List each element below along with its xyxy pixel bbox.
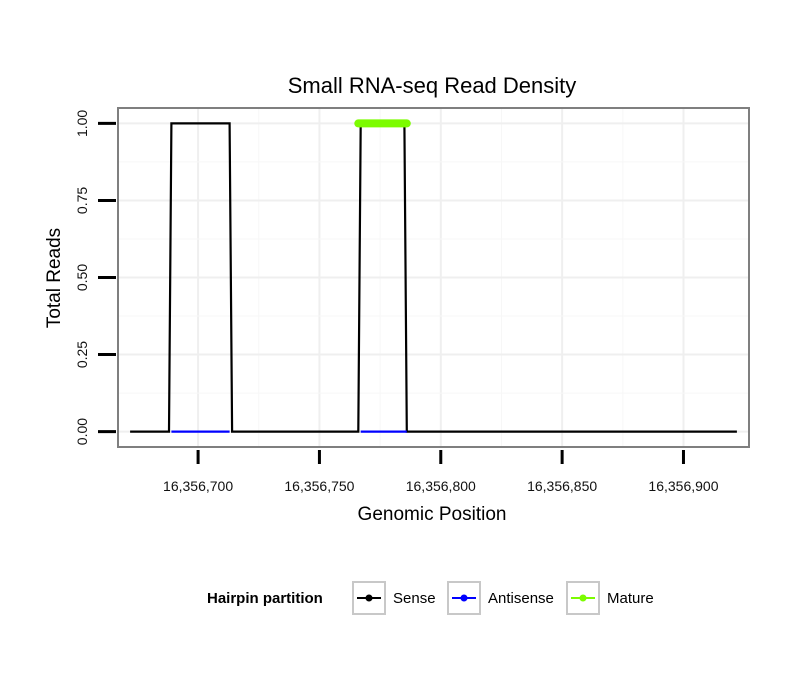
legend-point-antisense: [460, 594, 468, 602]
y-tick-label: 0.00: [74, 418, 90, 445]
legend-item-antisense: Antisense: [447, 581, 554, 615]
legend-label-antisense: Antisense: [488, 590, 554, 607]
x-tick-label: 16,356,900: [648, 478, 718, 494]
y-tick-label: 0.75: [74, 187, 90, 214]
legend-point-sense: [365, 594, 373, 602]
y-axis: 0.00 0.25 0.50 0.75 1.00: [74, 110, 116, 445]
x-tick-label: 16,356,750: [284, 478, 354, 494]
x-axis-title: Genomic Position: [358, 504, 507, 525]
legend-point-mature: [579, 594, 587, 602]
legend-label-mature: Mature: [607, 590, 654, 607]
legend-title: Hairpin partition: [207, 590, 323, 607]
legend-item-mature: Mature: [566, 581, 654, 615]
x-tick-label: 16,356,800: [406, 478, 476, 494]
x-tick-label: 16,356,700: [163, 478, 233, 494]
y-tick-label: 1.00: [74, 110, 90, 137]
series-layer: [130, 119, 737, 433]
plot-border: [117, 107, 750, 448]
chart-title: Small RNA-seq Read Density: [288, 73, 577, 98]
legend-label-sense: Sense: [393, 590, 436, 607]
y-tick-label: 0.25: [74, 341, 90, 368]
x-axis: 16,356,700 16,356,750 16,356,800 16,356,850…: [163, 450, 719, 494]
y-tick-label: 0.50: [74, 264, 90, 291]
legend: Hairpin partition Sense Antisense Mature: [207, 581, 654, 615]
y-axis-title: Total Reads: [44, 228, 65, 328]
series-line-sense: [130, 122, 737, 433]
legend-item-sense: Sense: [352, 581, 436, 615]
x-tick-label: 16,356,850: [527, 478, 597, 494]
